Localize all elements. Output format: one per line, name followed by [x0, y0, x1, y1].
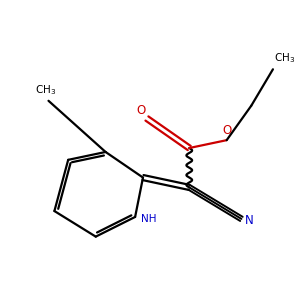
Text: O: O: [223, 124, 232, 137]
Text: O: O: [136, 104, 145, 117]
Text: N: N: [245, 214, 254, 227]
Text: CH$_3$: CH$_3$: [274, 51, 296, 65]
Text: CH$_3$: CH$_3$: [35, 83, 56, 97]
Text: NH: NH: [141, 214, 156, 224]
